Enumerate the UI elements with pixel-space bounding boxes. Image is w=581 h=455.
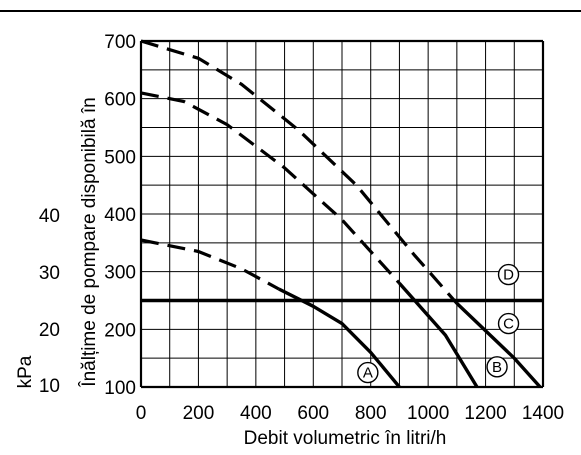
curve-c-dashed	[140, 39, 459, 305]
y-tick-label: 600	[104, 90, 136, 111]
curve-label-b: B	[492, 359, 502, 376]
curve-a-solid	[278, 287, 401, 389]
secondary-y-tick-labels: 10 20 30 40	[39, 206, 60, 397]
y-tick-label: 700	[104, 32, 136, 53]
y-axis-unit: kPa	[15, 355, 36, 388]
x-tick-label: 1200	[464, 403, 506, 424]
curve-label-circle-c	[497, 312, 520, 335]
curve-label-d: D	[503, 267, 514, 284]
y-tick-labels: 100 200 300 400 500 600 700	[104, 32, 136, 399]
x-tick-label: 800	[355, 403, 387, 424]
y-axis-title: Înălțime de pompare disponibilă în	[78, 97, 100, 387]
y-tick-label: 100	[104, 378, 136, 399]
x-tick-label: 400	[240, 403, 272, 424]
x-axis-title: Debit volumetric în litri/h	[244, 428, 447, 449]
grid	[139, 39, 545, 389]
curve-a-dashed	[140, 238, 280, 291]
secondary-y-tick-label: 40	[39, 206, 60, 227]
curve-label-c: C	[503, 316, 514, 333]
curve-labels: A B C D	[357, 263, 520, 384]
curve-label-circle-d	[497, 263, 520, 286]
curves	[140, 39, 543, 389]
y-tick-label: 400	[104, 205, 136, 226]
curve-label-a: A	[363, 365, 373, 382]
x-tick-label: 600	[297, 403, 329, 424]
secondary-y-tick-label: 30	[39, 263, 60, 284]
secondary-y-tick-label: 20	[39, 320, 60, 341]
curve-c-solid	[455, 302, 542, 389]
secondary-y-tick-label: 10	[39, 376, 60, 397]
x-tick-labels: 0 200 400 600 800 1000 1200 1400	[136, 403, 564, 424]
y-tick-label: 500	[104, 147, 136, 168]
y-tick-label: 300	[104, 263, 136, 284]
curve-label-circle-b	[486, 356, 508, 378]
curve-b-solid	[398, 282, 479, 388]
curve-label-circle-a	[357, 361, 379, 384]
x-tick-label: 1000	[407, 403, 449, 424]
x-tick-label: 0	[136, 403, 147, 424]
x-tick-label: 1400	[522, 403, 564, 424]
x-tick-label: 200	[183, 403, 215, 424]
curve-b-dashed	[140, 91, 401, 285]
y-tick-label: 200	[104, 320, 136, 341]
